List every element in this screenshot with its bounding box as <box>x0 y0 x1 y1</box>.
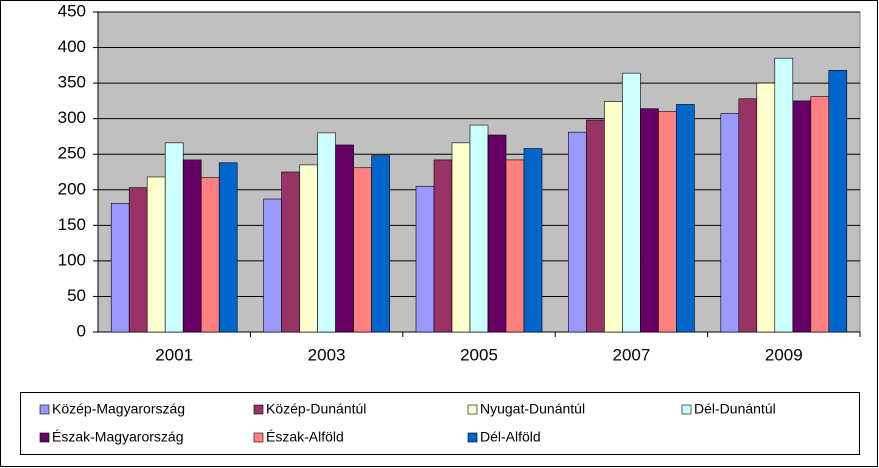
legend-label: Észak-Alföld <box>266 429 344 445</box>
y-tick-label: 50 <box>67 286 86 305</box>
bar <box>658 111 677 333</box>
bar <box>568 131 587 333</box>
legend-label: Dél-Alföld <box>480 429 541 445</box>
legend-swatch <box>39 404 50 415</box>
y-tick-label: 250 <box>58 144 86 163</box>
y-tick-label: 450 <box>58 1 86 20</box>
y-tick-label: 400 <box>58 37 86 56</box>
bar <box>640 108 659 333</box>
y-tick-label: 0 <box>77 321 86 340</box>
legend-swatch <box>681 404 692 415</box>
legend-swatch <box>467 404 478 415</box>
bar <box>335 144 354 333</box>
bar <box>371 155 390 333</box>
x-tick-label: 2007 <box>612 345 650 364</box>
bar <box>182 159 202 333</box>
bar <box>281 171 300 333</box>
bar <box>505 159 525 333</box>
bar <box>604 101 623 333</box>
bar <box>110 202 130 333</box>
y-tick-label: 200 <box>58 179 86 198</box>
bar <box>299 164 318 333</box>
bar <box>487 134 507 333</box>
legend-label: Nyugat-Dunántúl <box>480 401 585 417</box>
bar <box>810 96 830 333</box>
y-tick-label: 350 <box>58 73 86 92</box>
bar <box>676 104 695 333</box>
legend-swatch <box>253 432 264 443</box>
legend-label: Észak-Magyarország <box>52 429 184 445</box>
bar <box>128 187 148 333</box>
bar <box>353 167 372 333</box>
bar <box>523 148 543 333</box>
bar <box>317 132 336 333</box>
x-tick-label: 2003 <box>308 345 346 364</box>
bar <box>720 113 740 333</box>
bar <box>263 198 282 333</box>
bar <box>200 177 220 333</box>
bar <box>738 98 758 333</box>
legend-label: Közép-Dunántúl <box>266 401 366 417</box>
legend-label: Közép-Magyarország <box>52 401 185 417</box>
y-tick-label: 100 <box>58 250 86 269</box>
bar <box>622 72 641 333</box>
bar <box>586 119 605 333</box>
y-tick-label: 150 <box>58 215 86 234</box>
bar <box>146 176 166 333</box>
bar <box>451 142 471 333</box>
bar <box>469 124 489 333</box>
bar <box>756 82 776 333</box>
bar <box>828 70 848 333</box>
legend-swatch <box>39 432 50 443</box>
x-tick-label: 2009 <box>765 345 803 364</box>
legend-box <box>20 392 860 455</box>
x-tick-label: 2001 <box>155 345 193 364</box>
legend-swatch <box>467 432 478 443</box>
legend-label: Dél-Dunántúl <box>694 401 776 417</box>
bar <box>774 57 794 333</box>
bar <box>218 162 238 333</box>
bar <box>433 159 453 333</box>
bar <box>415 185 435 333</box>
x-tick-label: 2005 <box>460 345 498 364</box>
y-tick-label: 300 <box>58 108 86 127</box>
bar <box>164 142 184 333</box>
legend-swatch <box>253 404 264 415</box>
bar <box>792 100 812 333</box>
